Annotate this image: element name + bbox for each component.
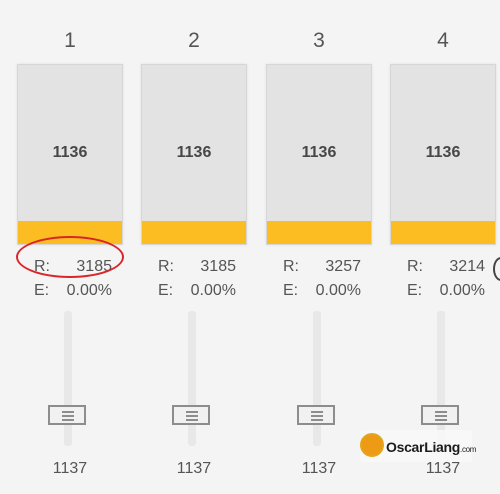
error-readout: E: 0.00% [158, 282, 236, 300]
motor-slider-handle[interactable] [48, 405, 86, 425]
rpm-readout: R: 3257 [283, 258, 361, 276]
grip-line [435, 415, 447, 417]
motor-set-value: 1137 [17, 460, 123, 478]
motor-set-value: 1137 [390, 460, 496, 478]
watermark-domain: .com [460, 445, 476, 454]
motor-value: 1136 [267, 144, 371, 162]
motor-set-value: 1137 [141, 460, 247, 478]
grip-line [435, 411, 447, 413]
grip-line [186, 415, 198, 417]
meter-fill [267, 221, 371, 244]
grip-line [311, 419, 323, 421]
grip-line [62, 415, 74, 417]
error-label: E: [158, 282, 180, 300]
meter-fill [391, 221, 495, 244]
error-readout: E: 0.00% [407, 282, 485, 300]
rpm-readout: R: 3185 [158, 258, 236, 276]
grip-line [62, 419, 74, 421]
error-label: E: [407, 282, 429, 300]
motor-meter: 1136 [141, 64, 247, 245]
grip-line [311, 411, 323, 413]
motor-value: 1136 [18, 144, 122, 162]
oscar-liang-logo-icon [360, 433, 384, 457]
motor-number: 1 [17, 29, 123, 53]
error-label: E: [34, 282, 56, 300]
motor-meter: 1136 [17, 64, 123, 245]
rpm-highlight-circle [16, 236, 124, 278]
rpm-label: R: [407, 258, 429, 276]
motor-slider-handle[interactable] [172, 405, 210, 425]
motor-meter: 1136 [390, 64, 496, 245]
motor-meter: 1136 [266, 64, 372, 245]
error-value: 0.00% [305, 282, 361, 300]
motor-number: 2 [141, 29, 247, 53]
motor-slider-track[interactable] [64, 311, 72, 446]
rpm-value: 3185 [180, 258, 236, 276]
motor-value: 1136 [391, 144, 495, 162]
grip-line [311, 415, 323, 417]
watermark-text: OscarLiang.com [386, 439, 476, 455]
motor-value: 1136 [142, 144, 246, 162]
motor-slider-track[interactable] [437, 311, 445, 446]
motor-number: 4 [390, 29, 496, 53]
rpm-readout: R: 3214 [407, 258, 485, 276]
watermark: OscarLiang.com [360, 430, 472, 462]
motor-column-2: 2 1136 R: 3185 E: 0.00% 1137 [141, 0, 247, 494]
rpm-label: R: [158, 258, 180, 276]
watermark-name: OscarLiang [386, 439, 460, 455]
error-readout: E: 0.00% [283, 282, 361, 300]
motor-column-4: 4 1136 R: 3214 E: 0.00% 1137 [390, 0, 496, 494]
rpm-value: 3214 [429, 258, 485, 276]
grip-line [62, 411, 74, 413]
motor-slider-handle[interactable] [421, 405, 459, 425]
motor-slider-track[interactable] [188, 311, 196, 446]
grip-line [186, 411, 198, 413]
error-label: E: [283, 282, 305, 300]
motor-number: 3 [266, 29, 372, 53]
grip-line [435, 419, 447, 421]
rpm-label: R: [283, 258, 305, 276]
motor-slider-handle[interactable] [297, 405, 335, 425]
motor-set-value: 1137 [266, 460, 372, 478]
grip-line [186, 419, 198, 421]
error-value: 0.00% [180, 282, 236, 300]
motor-slider-track[interactable] [313, 311, 321, 446]
error-value: 0.00% [56, 282, 112, 300]
error-value: 0.00% [429, 282, 485, 300]
meter-fill [142, 221, 246, 244]
motor-column-3: 3 1136 R: 3257 E: 0.00% 1137 [266, 0, 372, 494]
rpm-value: 3257 [305, 258, 361, 276]
error-readout: E: 0.00% [34, 282, 112, 300]
